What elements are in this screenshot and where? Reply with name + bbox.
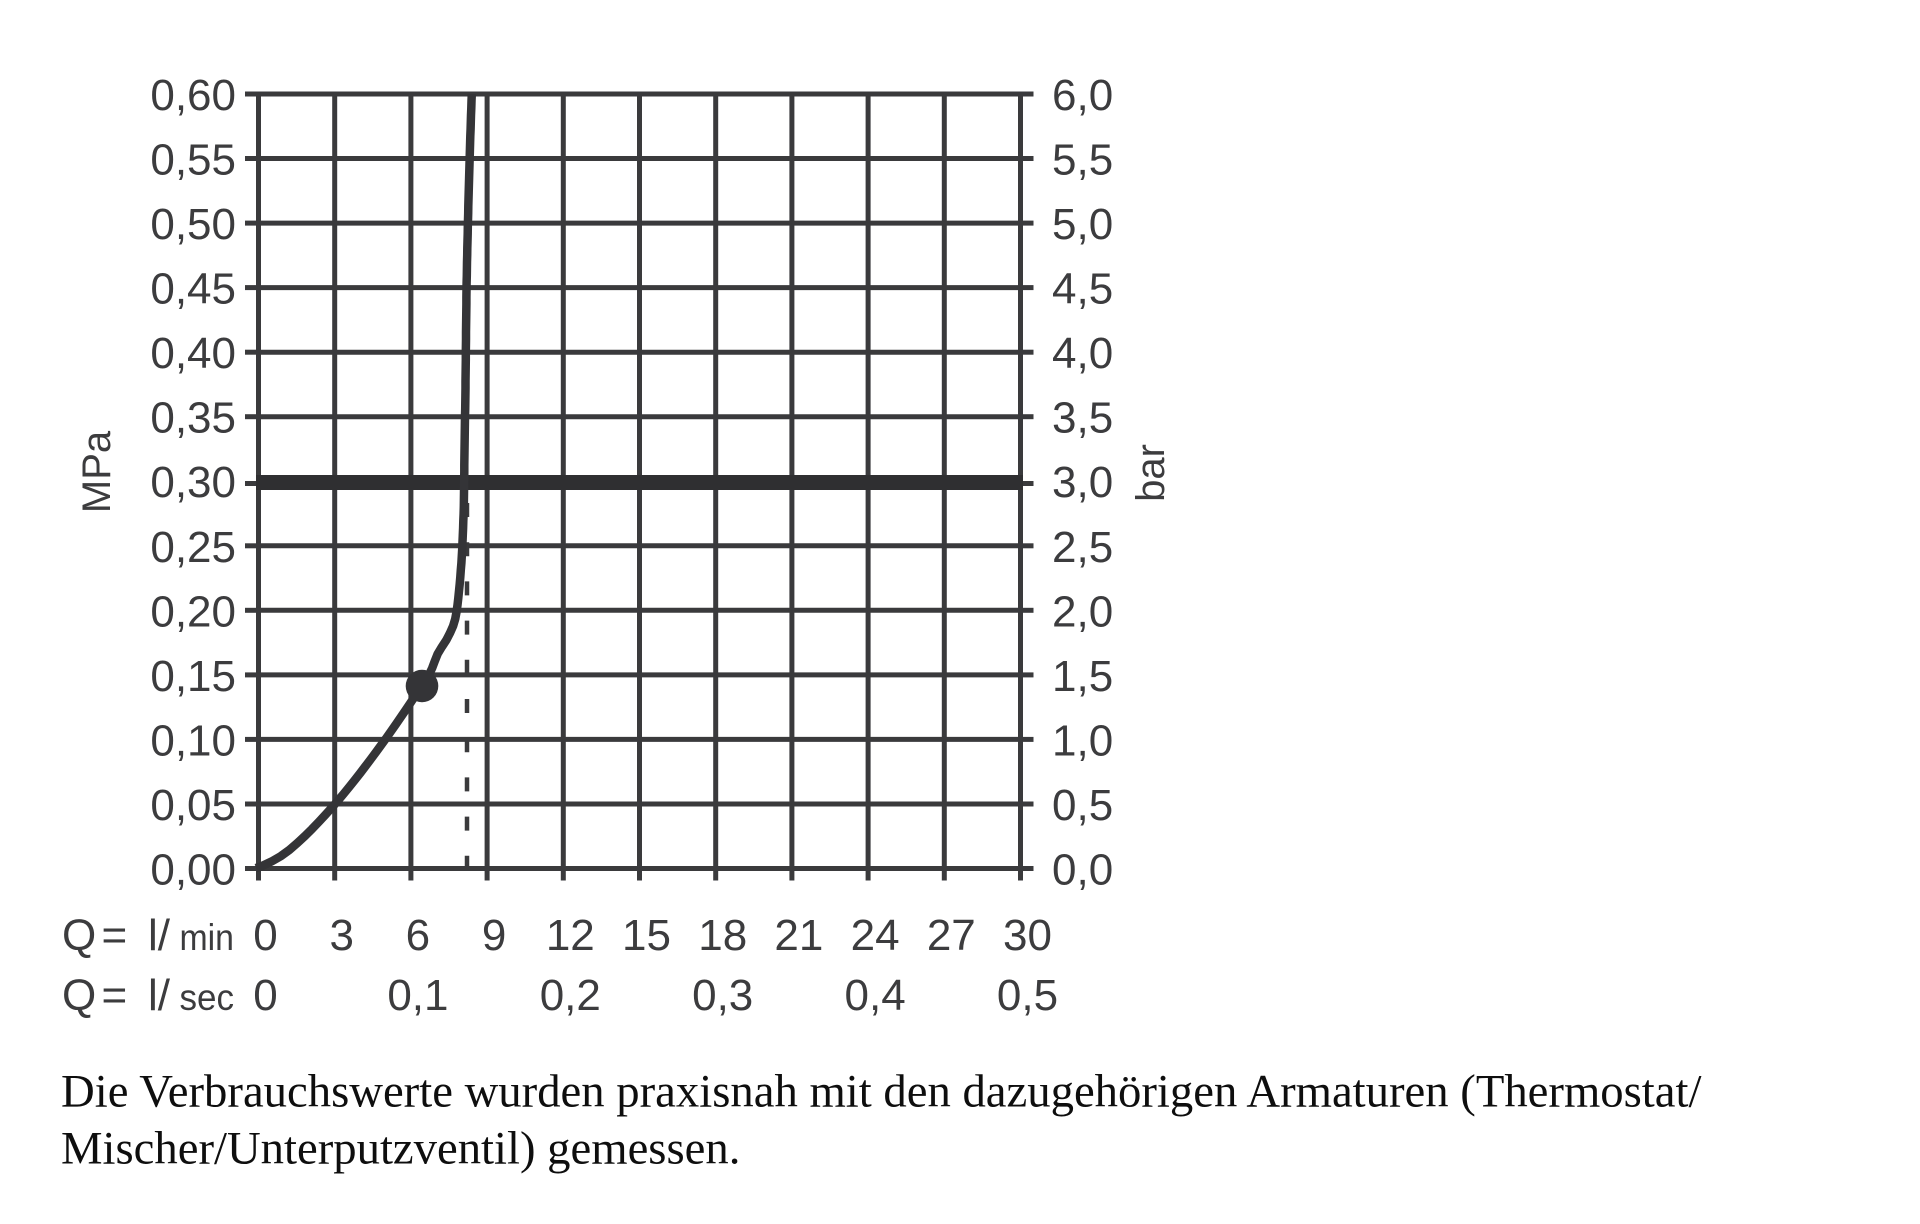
svg-text:1,0: 1,0 [1052, 716, 1113, 765]
svg-text:0,5: 0,5 [1052, 781, 1113, 830]
svg-text:=: = [102, 971, 128, 1020]
svg-text:bar: bar [1129, 444, 1173, 502]
svg-text:5,0: 5,0 [1052, 200, 1113, 249]
svg-text:sec: sec [180, 977, 235, 1018]
svg-text:12: 12 [546, 911, 595, 960]
svg-text:min: min [180, 917, 235, 958]
svg-text:=: = [102, 911, 128, 960]
svg-text:0,40: 0,40 [150, 329, 236, 378]
svg-text:0,1: 0,1 [387, 971, 448, 1020]
svg-text:0,50: 0,50 [150, 200, 236, 249]
svg-text:18: 18 [698, 911, 747, 960]
svg-text:MPa: MPa [75, 430, 119, 513]
svg-text:0,20: 0,20 [150, 587, 236, 636]
svg-text:l/: l/ [148, 911, 171, 960]
svg-text:0: 0 [253, 971, 277, 1020]
svg-text:2,5: 2,5 [1052, 523, 1113, 572]
svg-text:0,45: 0,45 [150, 265, 236, 314]
svg-text:0,4: 0,4 [845, 971, 906, 1020]
svg-text:0,2: 0,2 [540, 971, 601, 1020]
svg-text:30: 30 [1003, 911, 1052, 960]
svg-text:6,0: 6,0 [1052, 71, 1113, 120]
svg-text:0,05: 0,05 [150, 781, 236, 830]
svg-text:15: 15 [622, 911, 671, 960]
svg-text:Q: Q [62, 911, 96, 960]
svg-text:Die Verbrauchswerte wurden pra: Die Verbrauchswerte wurden praxisnah mit… [61, 1066, 1701, 1118]
svg-text:1,5: 1,5 [1052, 652, 1113, 701]
svg-text:3,0: 3,0 [1052, 458, 1113, 507]
svg-text:Q: Q [62, 971, 96, 1020]
svg-text:3: 3 [329, 911, 353, 960]
svg-text:0,25: 0,25 [150, 523, 236, 572]
svg-text:2,0: 2,0 [1052, 587, 1113, 636]
svg-text:0,30: 0,30 [150, 458, 236, 507]
svg-text:l/: l/ [148, 971, 171, 1020]
svg-text:0,10: 0,10 [150, 716, 236, 765]
svg-text:5,5: 5,5 [1052, 136, 1113, 185]
svg-text:4,0: 4,0 [1052, 329, 1113, 378]
svg-text:0,15: 0,15 [150, 652, 236, 701]
svg-text:0,55: 0,55 [150, 136, 236, 185]
svg-text:24: 24 [851, 911, 900, 960]
svg-text:0,35: 0,35 [150, 394, 236, 443]
svg-text:0,00: 0,00 [150, 846, 236, 895]
svg-text:27: 27 [927, 911, 976, 960]
svg-text:21: 21 [774, 911, 823, 960]
svg-text:0,60: 0,60 [150, 71, 236, 120]
svg-text:0,5: 0,5 [997, 971, 1058, 1020]
svg-text:0,0: 0,0 [1052, 846, 1113, 895]
svg-text:4,5: 4,5 [1052, 265, 1113, 314]
svg-text:3,5: 3,5 [1052, 394, 1113, 443]
svg-text:0: 0 [253, 911, 277, 960]
svg-text:9: 9 [482, 911, 506, 960]
svg-text:0,3: 0,3 [692, 971, 753, 1020]
svg-text:6: 6 [406, 911, 430, 960]
svg-text:Mischer/Unterputzventil) gemes: Mischer/Unterputzventil) gemessen. [61, 1123, 740, 1175]
